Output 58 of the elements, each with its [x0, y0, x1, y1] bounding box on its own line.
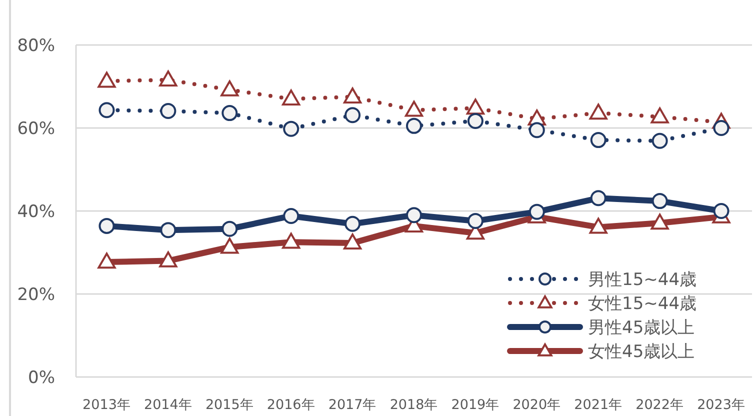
- point: [650, 107, 669, 124]
- point: [467, 212, 484, 229]
- point: [343, 87, 362, 104]
- point: [650, 214, 669, 230]
- point: [222, 105, 238, 122]
- point: [589, 218, 608, 234]
- legend-label: 女性45歳以上: [588, 342, 695, 362]
- legend-label: 男性15~44歳: [588, 270, 697, 290]
- y-tick-label: 20%: [17, 285, 55, 305]
- y-tick-label: 80%: [17, 36, 55, 56]
- point: [406, 207, 422, 224]
- point: [343, 234, 362, 250]
- y-tick-label: 0%: [28, 368, 55, 388]
- x-tick-label: 2017年: [328, 397, 377, 413]
- point: [467, 112, 484, 129]
- point: [160, 222, 176, 238]
- point: [404, 100, 424, 117]
- point: [466, 98, 485, 115]
- point: [282, 90, 300, 106]
- x-tick-label: 2023年: [697, 397, 746, 413]
- x-tick-label: 2013年: [82, 397, 131, 413]
- x-tick-label: 2021年: [574, 397, 623, 413]
- point: [220, 80, 239, 96]
- point: [713, 203, 730, 219]
- point: [652, 132, 668, 149]
- point: [98, 72, 116, 88]
- point: [98, 102, 115, 118]
- point: [159, 70, 178, 86]
- point: [590, 190, 606, 206]
- y-tick-label: 40%: [17, 202, 55, 222]
- point: [406, 118, 422, 134]
- point: [713, 120, 730, 136]
- point: [528, 204, 545, 220]
- point: [98, 218, 115, 234]
- point: [283, 208, 300, 224]
- point: [589, 104, 608, 120]
- point: [222, 220, 238, 237]
- x-tick-label: 2020年: [512, 397, 562, 413]
- x-tick-label: 2018年: [390, 397, 438, 413]
- x-tick-label: 2014年: [144, 397, 192, 413]
- x-tick-label: 2015年: [205, 397, 254, 413]
- point: [528, 122, 545, 138]
- x-tick-label: 2019年: [451, 397, 500, 413]
- point: [98, 252, 116, 269]
- point: [652, 193, 668, 210]
- legend-label: 女性15~44歳: [588, 294, 697, 314]
- point: [344, 107, 361, 124]
- y-tick-label: 60%: [17, 119, 55, 139]
- legend-label: 男性45歳以上: [588, 318, 695, 338]
- point: [220, 238, 239, 254]
- point: [282, 232, 300, 249]
- point: [159, 251, 178, 268]
- point: [344, 216, 361, 232]
- x-tick-label: 2022年: [636, 397, 684, 413]
- point: [283, 120, 300, 137]
- x-tick-label: 2016年: [266, 397, 316, 413]
- point: [160, 102, 176, 119]
- point: [590, 132, 606, 148]
